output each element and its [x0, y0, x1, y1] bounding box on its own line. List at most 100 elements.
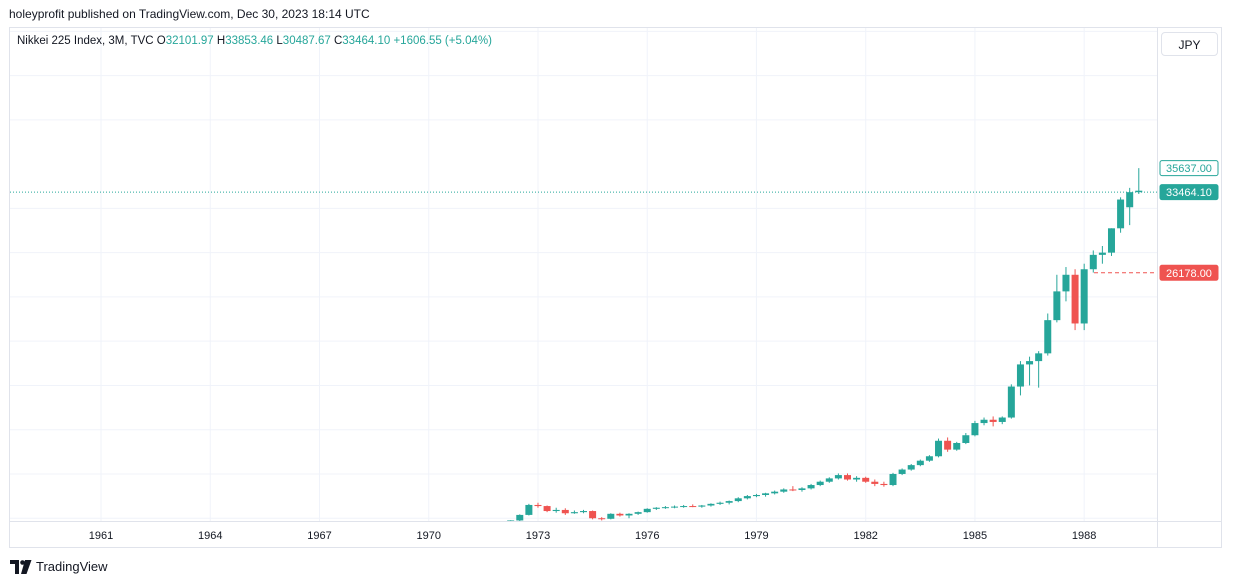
candle-body	[889, 473, 897, 486]
candle-body	[743, 496, 751, 499]
candle-body	[689, 506, 697, 508]
candle-body	[944, 440, 952, 450]
candle-body	[671, 506, 679, 508]
last-price-label: 33464.10	[1166, 187, 1212, 199]
candle-body	[780, 489, 788, 492]
candle-body	[1071, 274, 1079, 324]
candle-body	[570, 512, 578, 514]
candle-body	[825, 478, 833, 482]
x-tick-label: 1982	[853, 530, 877, 542]
candle-body	[798, 488, 806, 491]
y-tick-label: 20000.00	[1168, 336, 1214, 348]
candle-body	[598, 518, 606, 520]
candle-body	[1117, 199, 1125, 229]
candle-body	[643, 508, 651, 513]
y-tick-label: 4000.00	[1174, 513, 1214, 525]
chart-frame	[9, 27, 1222, 548]
candle-body	[625, 513, 633, 516]
high-label: H	[216, 35, 226, 47]
y-tick-label: 8000.00	[1174, 469, 1214, 481]
candle-body	[998, 417, 1006, 422]
candle-body	[698, 505, 706, 507]
close-label: C	[333, 35, 343, 47]
candle-body	[634, 512, 642, 514]
candle-body	[1053, 291, 1061, 321]
level-price-label-box	[1159, 264, 1219, 281]
candle-body	[862, 477, 870, 482]
candle-body	[807, 485, 815, 489]
y-tick-label: 40000.00	[1168, 115, 1214, 127]
candle-body	[935, 440, 943, 457]
candle-body	[871, 481, 879, 484]
candle-body	[980, 419, 988, 424]
ohlc-legend: Nikkei 225 Index, 3M, TVC O32101.97 H338…	[17, 35, 492, 47]
candle-body	[989, 419, 997, 422]
symbol-description: Nikkei 225 Index, 3M, TVC	[17, 35, 154, 47]
candle-body	[525, 504, 533, 515]
candle-body	[971, 423, 979, 436]
candle-body	[907, 465, 915, 470]
candle-body	[1035, 353, 1043, 362]
y-tick-label: 12000.00	[1168, 425, 1214, 437]
candle-body	[843, 475, 851, 480]
candle-body	[762, 493, 770, 495]
candle-body	[734, 498, 742, 502]
candle-body	[716, 502, 724, 504]
candle-body	[589, 511, 597, 519]
candle-body	[1062, 274, 1070, 292]
candle-body	[953, 442, 961, 450]
candle-body	[853, 477, 861, 480]
candle-body	[1080, 269, 1088, 324]
candle-body	[507, 520, 515, 521]
x-tick-label: 1961	[89, 530, 113, 542]
candle-body	[916, 460, 924, 466]
candle-body	[1016, 364, 1024, 387]
footer-branding: TradingView	[10, 559, 108, 574]
candle-body	[752, 494, 760, 497]
change-value: +1606.55 (+5.04%)	[393, 35, 492, 47]
high-price-label-box	[1159, 160, 1219, 177]
candle-body	[580, 511, 587, 513]
y-tick-label: 28000.00	[1168, 248, 1214, 260]
candle-body	[898, 469, 906, 474]
candle-body	[880, 483, 888, 486]
level-price-label: 26178.00	[1166, 268, 1212, 280]
low-value: 30487.67	[282, 35, 331, 47]
candle-body	[652, 507, 660, 509]
candle-body	[725, 501, 733, 503]
high-price-label: 35637.00	[1166, 163, 1212, 175]
x-tick-label: 1973	[526, 530, 550, 542]
low-label: L	[276, 35, 283, 47]
candle-body	[707, 503, 715, 506]
y-tick-label: 16000.00	[1168, 380, 1214, 392]
candle-body	[534, 504, 542, 507]
candle-body	[1135, 190, 1143, 193]
candle-body	[962, 435, 970, 443]
y-tick-label: 24000.00	[1168, 292, 1214, 304]
candles-group	[507, 168, 1143, 521]
candle-body	[1007, 386, 1015, 418]
publisher-attribution: holeyprofit published on TradingView.com…	[9, 7, 370, 21]
x-tick-label: 1979	[744, 530, 768, 542]
x-tick-label: 1988	[1072, 530, 1096, 542]
candle-body	[1098, 252, 1106, 255]
last-price-label-box	[1159, 184, 1219, 201]
candle-body	[1107, 228, 1115, 253]
tradingview-brand: TradingView	[36, 559, 108, 574]
y-tick-label: 32000.00	[1168, 203, 1214, 215]
high-value: 33853.46	[225, 35, 274, 47]
x-tick-label: 1985	[963, 530, 987, 542]
candle-body	[516, 514, 524, 521]
candle-body	[1126, 192, 1134, 208]
candle-body	[607, 513, 615, 519]
x-tick-label: 1976	[635, 530, 659, 542]
candle-body	[771, 491, 779, 494]
x-tick-label: 1970	[417, 530, 441, 542]
candle-body	[543, 506, 551, 512]
currency-button[interactable]: JPY	[1161, 32, 1218, 56]
tradingview-logo-icon	[10, 559, 32, 574]
candle-body	[1044, 320, 1052, 354]
candle-body	[834, 475, 842, 479]
candle-body	[616, 513, 624, 516]
